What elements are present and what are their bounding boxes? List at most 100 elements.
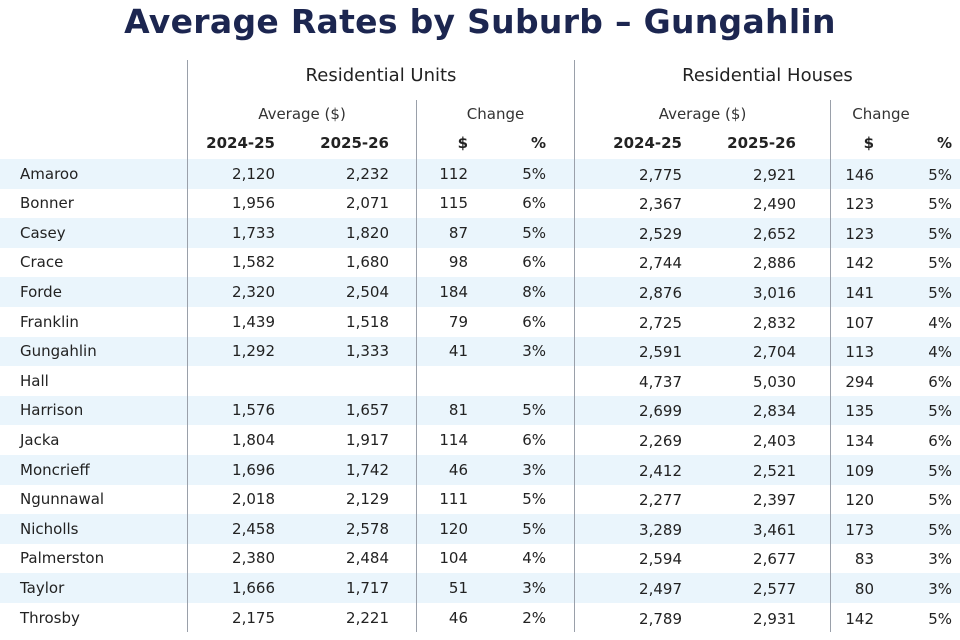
row-band [0,514,960,544]
units-change-percent-value: 6% [522,253,546,272]
units-2025-26-value: 2,504 [346,282,389,301]
units-change-label: Change [466,105,525,123]
suburb-name: Throsby [20,608,80,627]
houses-group-label: Residential Houses [682,65,853,86]
houses-change-dollar-value: 120 [845,491,874,510]
units-2025-26-value: 2,232 [346,164,389,183]
houses-change-dollar-value: 83 [854,550,874,569]
houses-2025-26-value: 2,403 [753,431,796,450]
suburb-name: Taylor [20,578,65,597]
houses-2025-26-value: 2,921 [753,165,796,184]
units-2024-25-value: 2,175 [232,608,275,627]
units-change-percent-value: 3% [522,342,546,361]
units-change-dollar-value: 87 [448,223,468,242]
houses-change-dollar-value: 109 [845,461,874,480]
units-change-dollar-value: 112 [439,164,468,183]
units-change-dollar-value: 114 [439,430,468,449]
houses-average-label: Average ($) [658,105,747,123]
houses-change-percent-value: 4% [928,343,952,362]
houses-2025-26-value: 2,886 [753,254,796,273]
row-band [0,395,960,426]
houses-2025-26-value: 2,834 [753,402,796,421]
suburb-name: Bonner [20,194,74,213]
houses-change-dollar-value: 146 [845,165,874,184]
houses-change-percent-value: 5% [928,491,952,510]
houses-2024-25-value: 2,725 [639,313,682,332]
houses-change-percent-value: 5% [928,254,952,273]
units-2024-25-value: 2,018 [232,490,275,509]
units-change-dollar-value: 79 [448,312,468,331]
houses-change-dollar-value: 80 [854,579,874,598]
units-2024-25-value: 1,292 [232,342,275,361]
houses-change-percent-value: 6% [928,431,952,450]
units-year-2: 2025-26 [320,134,389,152]
houses-change-percent-value: 5% [928,165,952,184]
houses-2025-26-value: 2,397 [753,491,796,510]
units-change-dollar-value: 41 [448,342,468,361]
units-change-dollar-header: $ [457,134,468,152]
units-change-dollar-value: 120 [439,519,468,538]
units-2025-26-value: 1,657 [346,401,389,420]
units-2024-25-value: 1,439 [232,312,275,331]
houses-2024-25-value: 2,367 [639,195,682,214]
houses-change-percent-value: 5% [928,224,952,243]
houses-change-percent-value: 5% [928,195,952,214]
row-band [0,159,960,189]
units-change-percent-value: 5% [522,223,546,242]
units-change-dollar-value: 184 [439,282,468,301]
houses-change-percent-value: 5% [928,283,952,302]
units-2024-25-value: 1,582 [232,253,275,272]
houses-change-percent-value: 5% [928,461,952,480]
units-change-percent-value: 4% [522,549,546,568]
units-2024-25-value: 1,733 [232,223,275,242]
suburb-name: Franklin [20,312,79,331]
houses-change-percent-value: 4% [928,313,952,332]
houses-2024-25-value: 2,591 [639,343,682,362]
units-change-percent-value: 3% [522,578,546,597]
houses-2025-26-value: 2,704 [753,343,796,362]
houses-2024-25-value: 2,744 [639,254,682,273]
houses-change-label: Change [852,105,910,123]
houses-2025-26-value: 2,577 [753,579,796,598]
units-2025-26-value: 2,221 [346,608,389,627]
houses-2025-26-value: 2,521 [753,461,796,480]
units-change-percent-value: 6% [522,430,546,449]
units-2024-25-value: 1,666 [232,578,275,597]
units-2025-26-value [310,371,389,391]
divider-units-change [416,100,417,632]
units-2024-25-value: 2,320 [232,282,275,301]
units-2025-26-value: 1,680 [346,253,389,272]
suburb-name: Forde [20,282,62,301]
units-change-percent-value: 5% [522,164,546,183]
units-2024-25-value [200,371,275,391]
houses-change-percent-header: % [936,134,952,152]
units-change-dollar-value: 98 [448,253,468,272]
houses-change-dollar-value: 173 [845,520,874,539]
units-2025-26-value: 2,129 [346,490,389,509]
houses-change-dollar-value: 142 [845,609,874,628]
houses-2024-25-value: 2,277 [639,491,682,510]
suburb-name: Nicholls [20,519,79,538]
units-2024-25-value: 2,120 [232,164,275,183]
row-band [0,455,960,485]
units-change-dollar-value: 46 [448,460,468,479]
houses-change-percent-value: 3% [928,550,952,569]
houses-change-dollar-value: 141 [845,283,874,302]
units-change-percent-value: 8% [522,282,546,301]
houses-change-dollar-value: 113 [845,343,874,362]
suburb-name: Casey [20,223,66,242]
page-title: Average Rates by Suburb – Gungahlin [124,2,836,41]
suburb-name: Amaroo [20,164,79,183]
houses-change-dollar-value: 123 [845,224,874,243]
units-change-dollar-value [420,371,468,391]
units-change-percent-value: 5% [522,490,546,509]
houses-2024-25-value: 4,737 [639,372,682,391]
houses-2025-26-value: 2,931 [753,609,796,628]
houses-2025-26-value: 5,030 [753,372,796,391]
houses-change-dollar-value: 294 [845,372,874,391]
houses-change-percent-value: 5% [928,520,952,539]
houses-year-1: 2024-25 [613,134,682,152]
houses-2024-25-value: 2,789 [639,609,682,628]
houses-change-percent-value: 5% [928,609,952,628]
units-change-dollar-value: 115 [439,194,468,213]
